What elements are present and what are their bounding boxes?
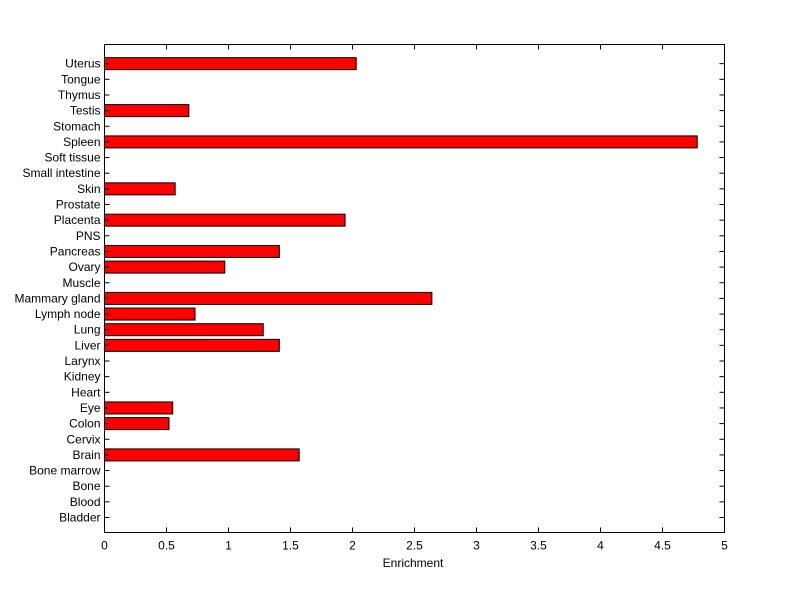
bar-lymph-node xyxy=(104,307,196,321)
y-tick-label: Placenta xyxy=(54,213,101,227)
x-tick-label: 0.5 xyxy=(158,539,175,553)
y-tick-label: Skin xyxy=(77,182,100,196)
y-tick-label: Bone marrow xyxy=(29,464,101,478)
x-tick-label: 3 xyxy=(473,539,480,553)
y-tick-label: Bone xyxy=(72,479,100,493)
y-tick-label: Uterus xyxy=(65,57,100,71)
x-tick-label: 5 xyxy=(721,539,728,553)
y-tick-label: Soft tissue xyxy=(44,151,100,165)
y-tick-label: Lung xyxy=(74,323,101,337)
y-tick-label: Prostate xyxy=(56,198,101,212)
y-tick-label: Eye xyxy=(80,401,101,415)
bar-ovary xyxy=(104,260,226,274)
x-tick-label: 1.5 xyxy=(282,539,299,553)
x-axis-label: Enrichment xyxy=(383,556,444,570)
y-tick-label: PNS xyxy=(76,229,101,243)
bar-skin xyxy=(104,182,176,196)
bar-lung xyxy=(104,323,264,337)
x-tick-label: 3.5 xyxy=(530,539,547,553)
bar-pancreas xyxy=(104,244,280,258)
y-tick-label: Pancreas xyxy=(50,244,101,258)
bar-liver xyxy=(104,338,280,352)
y-tick-label: Heart xyxy=(71,385,101,399)
y-tick-label: Cervix xyxy=(66,432,100,446)
x-tick-label: 4.5 xyxy=(654,539,671,553)
y-tick-label: Lymph node xyxy=(35,307,101,321)
y-tick-label: Liver xyxy=(74,338,100,352)
bar-spleen xyxy=(104,135,698,149)
y-tick-label: Mammary gland xyxy=(14,291,100,305)
y-tick-label: Thymus xyxy=(58,88,101,102)
x-tick-label: 4 xyxy=(597,539,604,553)
y-tick-label: Blood xyxy=(70,495,101,509)
y-tick-label: Bladder xyxy=(59,511,100,525)
ticks-layer xyxy=(104,44,725,533)
y-tick-label: Brain xyxy=(72,448,100,462)
bars-layer xyxy=(104,57,698,462)
y-tick-label: Ovary xyxy=(68,260,100,274)
y-tick-label: Small intestine xyxy=(22,166,100,180)
bar-colon xyxy=(104,417,170,431)
y-tick-label: Stomach xyxy=(53,119,100,133)
bar-placenta xyxy=(104,213,346,227)
y-tick-label: Kidney xyxy=(64,370,101,384)
bar-brain xyxy=(104,448,300,462)
y-tick-label: Colon xyxy=(69,417,100,431)
x-tick-label: 1 xyxy=(225,539,232,553)
x-tick-label: 2.5 xyxy=(406,539,423,553)
bar-testis xyxy=(104,104,190,118)
y-tick-label: Larynx xyxy=(64,354,100,368)
bar-eye xyxy=(104,401,174,415)
y-tick-label: Tongue xyxy=(61,72,101,86)
y-tick-label: Testis xyxy=(70,104,101,118)
x-tick-label: 2 xyxy=(349,539,356,553)
y-tick-label: Muscle xyxy=(62,276,100,290)
bar-uterus xyxy=(104,57,357,71)
y-tick-label: Spleen xyxy=(63,135,100,149)
bar-mammary-gland xyxy=(104,291,433,305)
x-tick-label: 0 xyxy=(101,539,108,553)
